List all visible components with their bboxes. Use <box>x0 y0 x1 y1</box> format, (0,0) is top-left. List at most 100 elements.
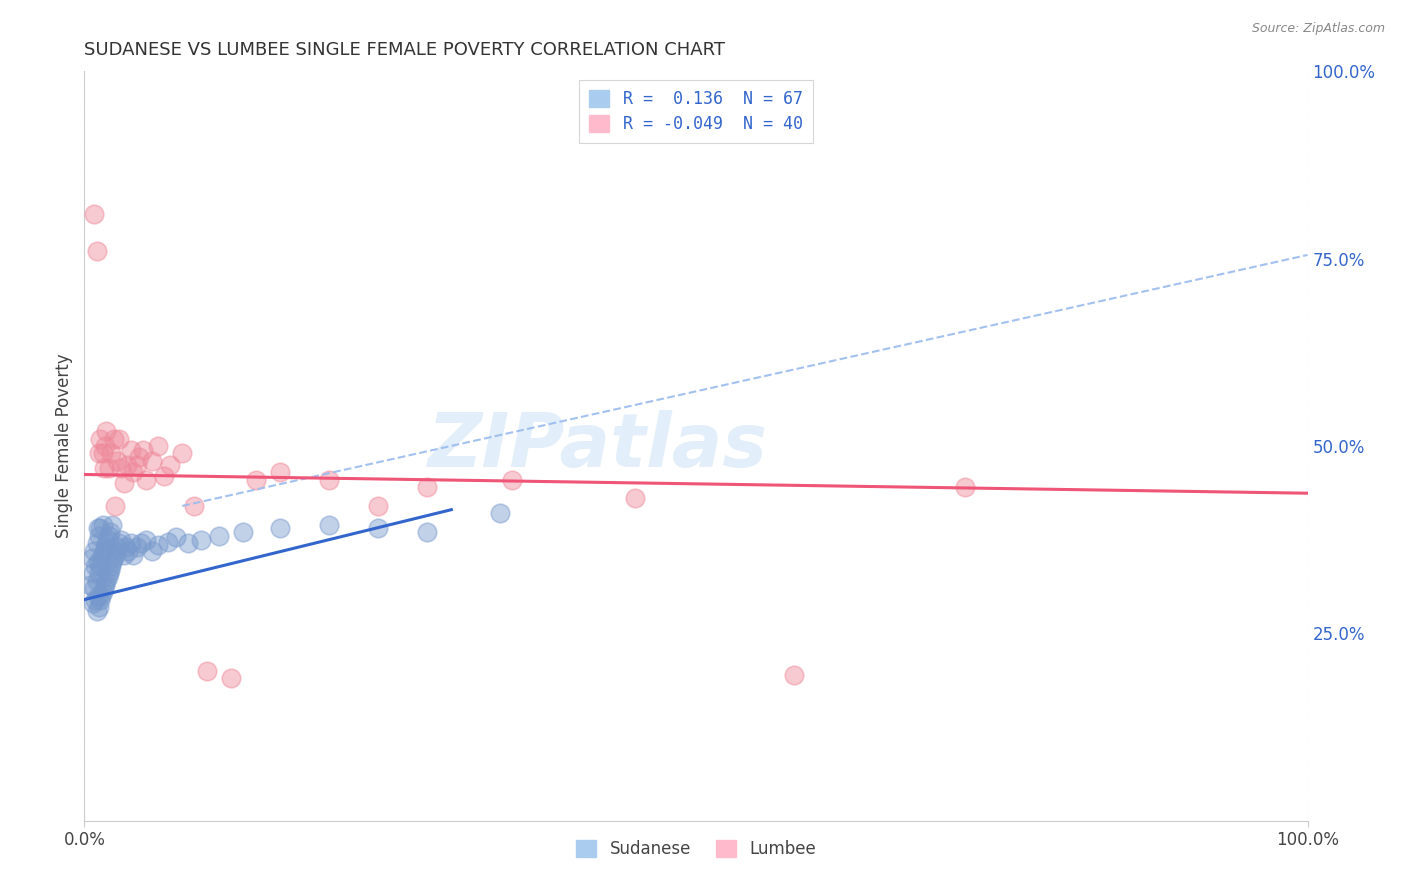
Point <box>112 548 135 562</box>
Point <box>83 207 105 221</box>
Point <box>97 529 120 543</box>
Point <box>96 574 118 588</box>
Point <box>86 536 108 550</box>
Point <box>146 538 169 552</box>
Point <box>783 667 806 681</box>
Point <box>177 536 200 550</box>
Point <box>120 536 142 550</box>
Point <box>110 533 132 547</box>
Point <box>232 525 254 540</box>
Point <box>79 577 101 591</box>
Point <box>153 469 176 483</box>
Point <box>87 521 110 535</box>
Point <box>86 244 108 259</box>
Point <box>94 540 117 554</box>
Point <box>104 548 127 562</box>
Point <box>156 535 179 549</box>
Point <box>87 446 110 460</box>
Point <box>117 544 139 558</box>
Point <box>87 529 110 543</box>
Point <box>120 442 142 457</box>
Point <box>115 540 138 554</box>
Point <box>91 446 114 460</box>
Point <box>90 589 112 603</box>
Point <box>122 548 145 562</box>
Point <box>159 458 181 472</box>
Point <box>91 517 114 532</box>
Point <box>82 596 104 610</box>
Point <box>135 533 157 547</box>
Point <box>100 446 122 460</box>
Point <box>105 544 128 558</box>
Point <box>96 424 118 438</box>
Point <box>115 458 138 472</box>
Point <box>104 499 127 513</box>
Point <box>87 566 110 581</box>
Point <box>103 432 125 446</box>
Point <box>97 533 120 547</box>
Point <box>269 465 291 479</box>
Point <box>146 439 169 453</box>
Point <box>135 473 157 487</box>
Point <box>101 517 124 532</box>
Point <box>367 499 389 513</box>
Point <box>195 664 218 678</box>
Point <box>190 533 212 547</box>
Point <box>100 558 122 573</box>
Point <box>93 582 115 596</box>
Point <box>128 450 150 465</box>
Point <box>86 604 108 618</box>
Point <box>101 555 124 569</box>
Legend: Sudanese, Lumbee: Sudanese, Lumbee <box>569 833 823 864</box>
Point <box>122 465 145 479</box>
Point <box>367 521 389 535</box>
Y-axis label: Single Female Poverty: Single Female Poverty <box>55 354 73 538</box>
Point <box>318 473 340 487</box>
Point <box>93 461 115 475</box>
Point <box>97 461 120 475</box>
Point <box>82 566 104 581</box>
Point <box>416 480 439 494</box>
Point <box>87 555 110 569</box>
Point <box>94 577 117 591</box>
Point <box>84 592 107 607</box>
Point <box>172 446 194 460</box>
Point <box>105 540 128 554</box>
Point <box>86 574 108 588</box>
Point <box>132 442 155 457</box>
Point <box>141 544 163 558</box>
Point <box>502 473 524 487</box>
Point <box>416 525 439 540</box>
Point <box>91 548 114 562</box>
Point <box>89 558 111 573</box>
Text: SUDANESE VS LUMBEE SINGLE FEMALE POVERTY CORRELATION CHART: SUDANESE VS LUMBEE SINGLE FEMALE POVERTY… <box>84 41 725 59</box>
Point <box>89 521 111 535</box>
Point <box>97 570 120 584</box>
Point <box>112 476 135 491</box>
Point <box>103 551 125 566</box>
Point <box>624 491 647 506</box>
Point <box>91 585 114 599</box>
Point <box>269 521 291 535</box>
Point <box>87 600 110 615</box>
Point <box>89 432 111 446</box>
Point <box>125 540 148 554</box>
Point <box>105 454 128 468</box>
Point <box>141 454 163 468</box>
Point <box>87 589 110 603</box>
Point <box>90 551 112 566</box>
Point <box>183 499 205 513</box>
Text: ZIPatlas: ZIPatlas <box>427 409 768 483</box>
Point <box>93 544 115 558</box>
Point <box>80 551 103 566</box>
Point <box>125 458 148 472</box>
Point <box>953 480 976 494</box>
Point <box>110 461 132 475</box>
Point <box>489 507 512 521</box>
Point <box>83 544 105 558</box>
Point <box>165 530 187 544</box>
Point <box>219 671 242 685</box>
Point <box>129 536 152 550</box>
Point <box>96 536 118 550</box>
Point <box>318 517 340 532</box>
